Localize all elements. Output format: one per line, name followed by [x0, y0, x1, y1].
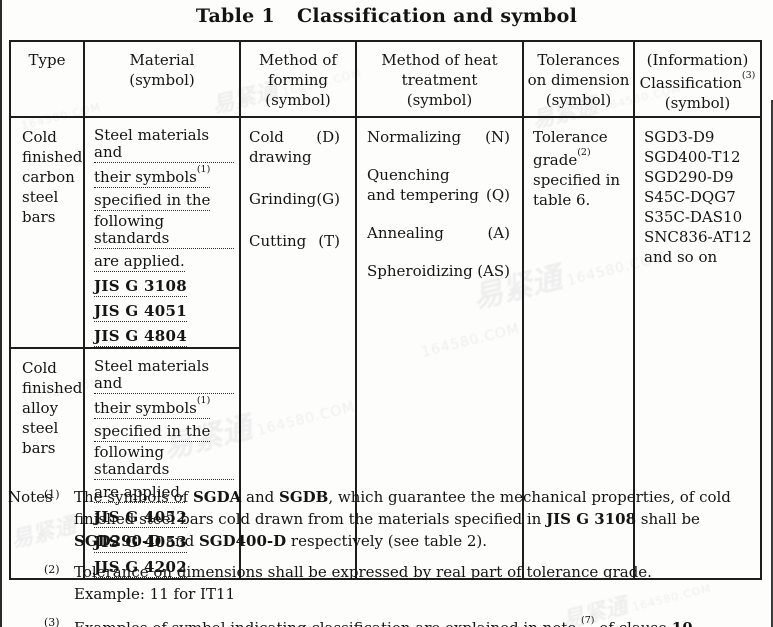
standard-ref: JIS G 4202: [94, 558, 187, 576]
col-header-material: Material (symbol): [83, 40, 241, 118]
col-header-heat-treatment: Method of heat treatment (symbol): [355, 40, 524, 118]
scan-edge-line: [0, 0, 2, 627]
footnote-ref-7: (7): [581, 615, 595, 626]
table-title-text: Classification and symbol: [297, 5, 578, 27]
forming-symbol: (G): [316, 190, 340, 208]
footnote-ref-3: (3): [741, 70, 756, 81]
cell-tolerances: Tolerance grade(2) specified in table 6.: [522, 116, 635, 580]
note-1: Notes (1) The symbols of SGDA and SGDB, …: [8, 486, 766, 552]
scan-edge-line: [771, 100, 773, 627]
heat-symbol: (AS): [477, 262, 510, 280]
col-header-classification: (Information) Classification(3) (symbol): [633, 40, 762, 118]
note-1-text: The symbols of SGDA and SGDB, which guar…: [74, 488, 731, 550]
cell-method-of-forming: Cold (D) drawing Grinding (G) Cutting (T): [239, 116, 357, 580]
heat-symbol: (A): [487, 224, 510, 242]
classification-table: Type Material (symbol) Method of forming…: [9, 40, 762, 580]
header-row: Type Material (symbol) Method of forming…: [9, 40, 762, 118]
heat-symbol: (N): [485, 128, 510, 146]
note-marker-1: (1): [44, 488, 60, 501]
forming-symbol: (D): [316, 128, 340, 146]
classification-symbol: S45C-DQG7: [644, 188, 736, 206]
classification-symbol: SNC836-AT12: [644, 228, 752, 246]
footnote-ref-1: (1): [196, 164, 211, 175]
forming-item: Cutting (T): [249, 232, 340, 250]
heat-item: Annealing (A): [367, 224, 510, 242]
standard-ref: JIS G 4052: [94, 508, 187, 528]
cell-material-alloy: Steel materials and their symbols(1) spe…: [83, 347, 241, 580]
classification-symbol: SGD400-T12: [644, 148, 741, 166]
standard-ref: JIS G 4051: [94, 302, 187, 322]
page-title: Table 1 Classification and symbol: [0, 5, 773, 27]
classification-symbol: SGD3-D9: [644, 128, 715, 146]
table-number: Table 1: [195, 5, 275, 27]
heat-symbol: (Q): [485, 186, 510, 204]
note-marker-2: (2): [44, 563, 60, 576]
forming-symbol: (T): [318, 232, 340, 250]
forming-item: Cold (D) drawing: [249, 128, 340, 166]
standard-ref: JIS G 4053: [94, 533, 187, 553]
note-2-text: Tolerance on dimensions shall be express…: [74, 563, 652, 603]
cell-classification-examples: SGD3-D9 SGD400-T12 SGD290-D9 S45C-DQG7 S…: [633, 116, 762, 580]
row-alloy-steel: Cold finished alloy steel bars Steel mat…: [9, 347, 761, 580]
cell-type-carbon: Cold finished carbon steel bars: [9, 116, 85, 349]
classification-symbol: SGD290-D9: [644, 168, 734, 186]
row-carbon-steel: Cold finished carbon steel bars Steel ma…: [9, 116, 762, 580]
heat-item: Spheroidizing (AS): [367, 262, 510, 280]
notes-label: Notes: [8, 488, 53, 506]
cell-material-carbon: Steel materials and their symbols(1) spe…: [83, 116, 241, 349]
note-2: (2) Tolerance on dimensions shall be exp…: [8, 561, 766, 605]
col-header-tolerances: Tolerances on dimension (symbol): [522, 40, 635, 118]
notes-section: Notes (1) The symbols of SGDA and SGDB, …: [8, 486, 766, 627]
cell-method-of-heat-treatment: Normalizing (N) Quenching and tempering (Q…: [355, 116, 524, 580]
note-marker-3: (3): [44, 616, 60, 627]
col-header-type: Type: [9, 40, 85, 118]
classification-symbol: and so on: [644, 248, 718, 266]
standard-ref: JIS G 4804: [94, 327, 187, 345]
cell-type-alloy: Cold finished alloy steel bars: [9, 347, 85, 580]
note-3-text: Examples of symbol indicating classifica…: [74, 614, 766, 627]
footnote-ref-1: (1): [196, 395, 211, 406]
forming-item: Grinding (G): [249, 190, 340, 208]
classification-symbol: S35C-DAS10: [644, 208, 743, 226]
heat-item: Normalizing (N): [367, 128, 510, 146]
standard-ref: JIS G 3108: [94, 277, 187, 297]
col-header-forming: Method of forming (symbol): [239, 40, 357, 118]
footnote-ref-2: (2): [577, 147, 591, 158]
note-3: (3) Examples of symbol indicating classi…: [8, 614, 766, 627]
heat-item: Quenching and tempering (Q): [367, 166, 510, 204]
